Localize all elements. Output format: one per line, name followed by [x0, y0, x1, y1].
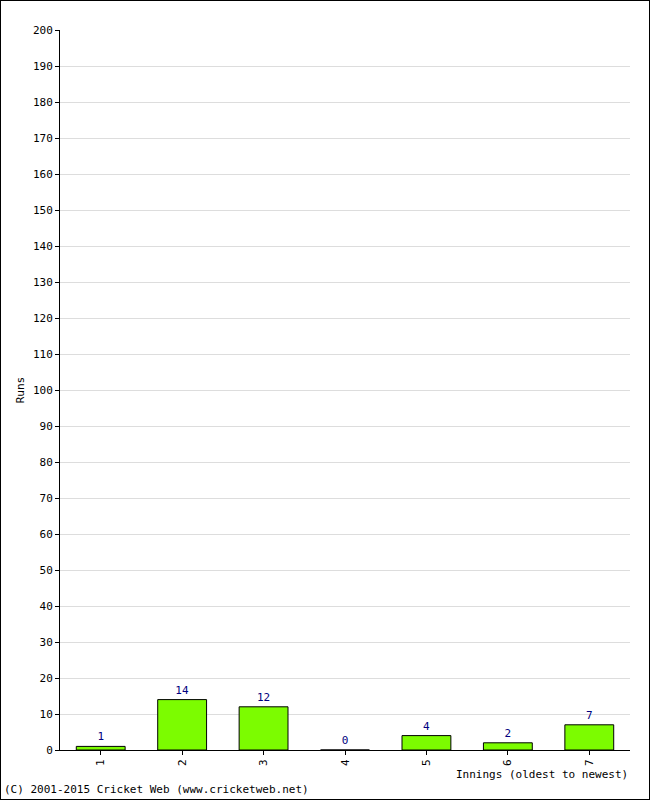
- svg-text:40: 40: [40, 600, 53, 613]
- svg-text:120: 120: [33, 312, 53, 325]
- svg-text:0: 0: [46, 744, 53, 757]
- svg-text:50: 50: [40, 564, 53, 577]
- svg-text:80: 80: [40, 456, 53, 469]
- svg-text:170: 170: [33, 132, 53, 145]
- svg-text:2: 2: [505, 727, 512, 740]
- svg-text:100: 100: [33, 384, 53, 397]
- svg-text:190: 190: [33, 60, 53, 73]
- svg-text:60: 60: [40, 528, 53, 541]
- svg-text:5: 5: [420, 759, 433, 766]
- svg-text:130: 130: [33, 276, 53, 289]
- svg-text:20: 20: [40, 672, 53, 685]
- svg-text:70: 70: [40, 492, 53, 505]
- svg-text:200: 200: [33, 24, 53, 37]
- svg-text:3: 3: [257, 759, 270, 766]
- svg-text:4: 4: [339, 759, 352, 766]
- svg-text:0: 0: [342, 734, 349, 747]
- svg-text:1: 1: [94, 759, 107, 766]
- svg-text:160: 160: [33, 168, 53, 181]
- svg-text:7: 7: [583, 759, 596, 766]
- svg-text:110: 110: [33, 348, 53, 361]
- svg-text:4: 4: [423, 720, 430, 733]
- svg-text:14: 14: [175, 684, 189, 697]
- svg-text:12: 12: [257, 691, 270, 704]
- svg-text:6: 6: [501, 759, 514, 766]
- svg-text:90: 90: [40, 420, 53, 433]
- svg-text:140: 140: [33, 240, 53, 253]
- svg-text:7: 7: [586, 709, 593, 722]
- svg-text:(C) 2001-2015 Cricket Web (www: (C) 2001-2015 Cricket Web (www.cricketwe…: [4, 783, 309, 796]
- svg-text:150: 150: [33, 204, 53, 217]
- svg-text:Innings (oldest to newest): Innings (oldest to newest): [456, 768, 628, 781]
- svg-text:180: 180: [33, 96, 53, 109]
- svg-text:30: 30: [40, 636, 53, 649]
- svg-text:Runs: Runs: [14, 377, 27, 404]
- svg-text:2: 2: [176, 759, 189, 766]
- svg-text:1: 1: [97, 730, 104, 743]
- svg-text:10: 10: [40, 708, 53, 721]
